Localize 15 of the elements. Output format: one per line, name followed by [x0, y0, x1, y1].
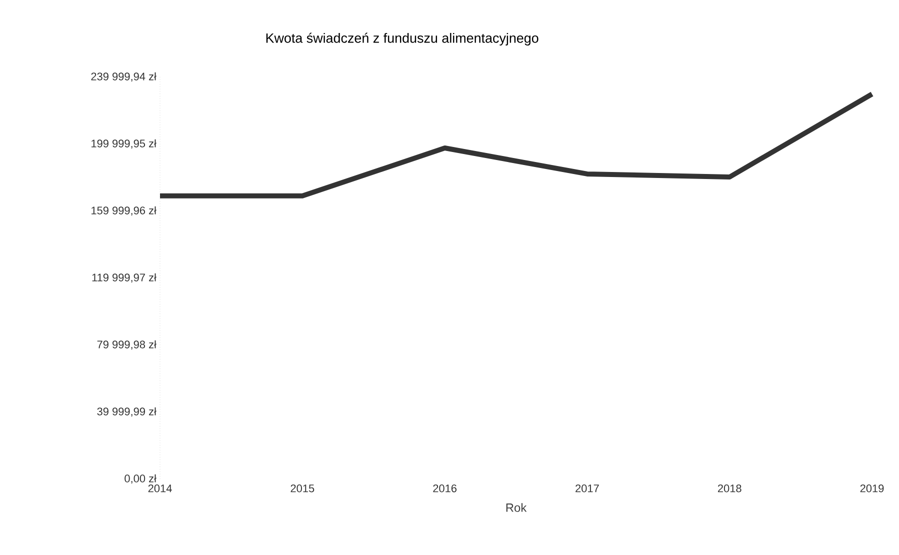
y-tick-label: 159 999,96 zł	[92, 206, 156, 216]
x-axis-title: Rok	[506, 503, 527, 512]
y-tick-label: 39 999,99 zł	[97, 407, 156, 417]
y-tick-label: 0,00 zł	[124, 474, 156, 484]
y-tick-label: 199 999,95 zł	[92, 139, 156, 149]
x-tick-label: 2014	[148, 484, 172, 492]
y-tick-label: 239 999,94 zł	[91, 72, 156, 82]
y-tick-label: 79 999,98 zł	[97, 340, 156, 350]
chart-title: Kwota świadczeń z funduszu alimentacyjnego	[266, 32, 538, 46]
x-tick-label: 2015	[290, 484, 314, 492]
x-tick-label: 2018	[718, 484, 742, 492]
x-tick-label: 2019	[860, 484, 884, 492]
x-tick-label: 2017	[576, 484, 599, 492]
y-tick-label: 119 999,97 zł	[92, 273, 156, 283]
x-tick-label: 2016	[433, 484, 457, 492]
